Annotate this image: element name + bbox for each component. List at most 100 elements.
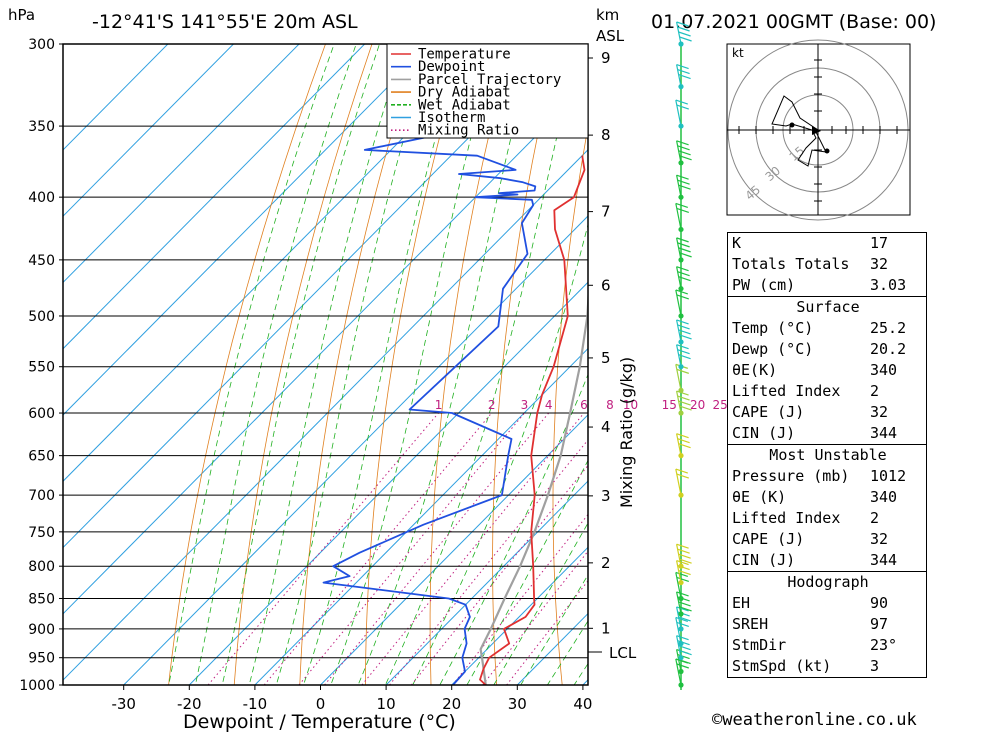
height-tick-label: 3	[601, 487, 611, 505]
isotherm	[63, 44, 235, 217]
plot-frame	[62, 43, 589, 686]
hodograph-storm-motion-arrow	[812, 126, 821, 135]
wind-barb-staff	[676, 606, 682, 630]
wind-barb-feather	[678, 31, 691, 37]
mixing-ratio-tick-label: 2	[488, 398, 496, 412]
pressure-tick-label: 700	[28, 488, 55, 504]
most-unstable-row: CIN (J) 344	[728, 550, 928, 571]
index-value: 90	[870, 594, 889, 612]
legend-label: Temperature	[418, 47, 511, 63]
most-unstable-box: Most Unstable Pressure (mb) 1012 θE (K) 340 L…	[727, 444, 927, 572]
wind-barb-feather	[677, 324, 690, 330]
wind-barb-staff	[676, 591, 682, 615]
temperature-tick-label: -30	[111, 695, 136, 713]
index-value: 3	[870, 657, 880, 675]
hodograph-row: StmDir 23°	[728, 635, 928, 656]
pressure-tick-label: 350	[28, 119, 55, 135]
wind-barb	[676, 635, 692, 661]
wind-barb-dot	[678, 668, 684, 675]
temperature-tick-label: -10	[243, 695, 268, 713]
wind-barb-feather	[676, 591, 689, 597]
wind-barb-feather	[676, 663, 689, 669]
wind-barb-feather	[677, 349, 690, 355]
legend-label: Wet Adiabat	[418, 97, 511, 113]
copyright-footer[interactable]: ©weatheronline.co.uk	[712, 710, 917, 730]
hodograph-indices-table: Hodograph EH 90 SREH 97 StmDir 23° StmSpd (kt) 3	[728, 572, 928, 677]
wind-barb-feather	[679, 558, 692, 564]
index-value: 32	[870, 255, 889, 273]
wind-barb-feather	[676, 368, 689, 374]
wind-barb-feather	[678, 443, 691, 449]
wind-barb-feather	[679, 252, 692, 258]
lcl-label: LCL	[609, 644, 637, 662]
wind-barb-feather	[677, 69, 690, 75]
surface-row: Temp (°C) 25.2	[728, 318, 928, 339]
pressure-tick-label: 300	[28, 37, 55, 53]
wind-barb-staff	[676, 21, 682, 45]
wind-barb-staff	[675, 468, 682, 496]
index-label: K	[732, 234, 742, 252]
mixing-ratio-line	[361, 412, 585, 685]
surface-table: Surface Temp (°C) 25.2 Dewp (°C) 20.2 θE(K) 34…	[728, 297, 928, 444]
wind-barb	[676, 433, 691, 459]
wind-barb	[676, 319, 692, 345]
wind-barb	[676, 591, 692, 617]
wind-barb-staff	[675, 99, 682, 127]
wind-barb-feather	[676, 104, 689, 110]
dry-adiabat	[976, 0, 1000, 711]
wind-barb-feather	[676, 294, 689, 300]
wind-barb-staff	[676, 266, 682, 289]
isotherm	[254, 347, 588, 685]
index-value: 2	[870, 509, 880, 527]
wind-barb-staff	[676, 344, 682, 367]
isotherm	[385, 480, 588, 685]
index-label: PW (cm)	[732, 276, 796, 294]
pressure-tick-label: 650	[28, 449, 55, 465]
index-value: 340	[870, 488, 898, 506]
isotherm	[63, 82, 588, 615]
wind-barb	[675, 468, 689, 498]
wind-barb-staff	[675, 572, 682, 599]
index-value: 1012	[870, 467, 907, 485]
wind-barb-feather	[678, 570, 691, 576]
wind-barb-feather	[676, 606, 689, 612]
temperature-tick-label: 0	[316, 695, 326, 713]
wind-barb-feather	[677, 271, 690, 277]
mixing-ratio-tick-label: 1	[435, 398, 443, 412]
wind-barb	[676, 543, 692, 569]
wind-barb	[676, 266, 691, 292]
index-value: 2	[870, 382, 880, 400]
index-label: EH	[732, 594, 751, 612]
surface-row: θE(K) 340	[728, 360, 928, 381]
temperature-tick-label: 20	[442, 695, 461, 713]
index-label: Totals Totals	[732, 255, 850, 273]
height-tick-label: 1	[601, 619, 611, 637]
index-value: 3.03	[870, 276, 907, 294]
index-label: CAPE (J)	[732, 403, 805, 421]
indices-top-box: K 17 Totals Totals 32 PW (cm) 3.03	[727, 232, 927, 297]
mixing-ratio-axis-title: Mixing Ratio (g/kg)	[617, 357, 636, 508]
index-row: K 17	[728, 233, 928, 254]
pressure-tick-label: 600	[28, 406, 55, 422]
isotherm	[63, 44, 300, 284]
pressure-tick-label: 500	[28, 309, 55, 325]
wind-barb-feather	[675, 571, 688, 578]
wind-barb	[676, 140, 692, 166]
wind-barb-feather	[676, 207, 689, 214]
wind-barb-feather	[677, 179, 690, 185]
wind-barb-feather	[676, 560, 689, 566]
wind-barb-staff	[675, 203, 682, 230]
index-value: 25.2	[870, 319, 907, 337]
height-axis: 9 8 7 6 5 4 3 2 1	[588, 49, 611, 637]
mixing-ratio-tick-label: 8	[606, 398, 614, 412]
wind-barb	[676, 560, 691, 586]
wind-barb-feather	[676, 433, 689, 439]
wind-barb-staff	[676, 175, 682, 198]
index-label: Temp (°C)	[732, 319, 814, 337]
wind-barb-feather	[679, 155, 692, 161]
wind-barb-feather	[677, 395, 690, 401]
mixing-ratio-tick-label: 20	[690, 398, 705, 412]
wind-barb-staff	[676, 544, 682, 567]
wind-barb-staff	[676, 140, 682, 163]
